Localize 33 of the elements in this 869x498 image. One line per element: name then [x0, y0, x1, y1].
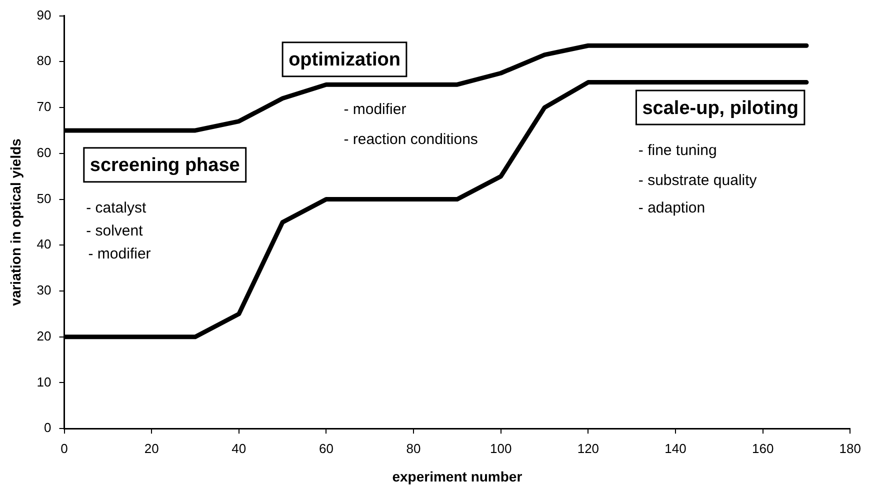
y-tick-label: 90 — [36, 7, 52, 22]
x-tick-label: 100 — [490, 440, 512, 456]
y-tick-label: 80 — [36, 53, 52, 68]
y-tick-label: 10 — [36, 374, 52, 390]
annotation: - solvent — [86, 222, 144, 240]
annotation: - catalyst — [86, 200, 147, 217]
annotation: optimization — [288, 50, 400, 71]
y-tick-label: 30 — [36, 282, 52, 298]
annotation: scale-up, piloting — [642, 98, 798, 119]
x-tick-label: 20 — [144, 440, 159, 456]
annotation: - reaction conditions — [344, 130, 478, 148]
x-tick-label: 0 — [60, 440, 68, 456]
annotation: - substrate quality — [638, 172, 758, 190]
y-axis-title: variation in optical yields — [7, 138, 24, 306]
y-tick-label: 50 — [36, 190, 52, 206]
y-tick-label: 40 — [36, 236, 52, 252]
annotation: screening phase — [90, 155, 240, 176]
annotation: - adaption — [638, 200, 706, 217]
y-tick-label: 70 — [36, 99, 52, 114]
x-axis-title: experiment number — [392, 468, 523, 484]
x-tick-label: 40 — [232, 440, 246, 456]
x-tick-label: 180 — [839, 440, 862, 456]
annotation: - fine tuning — [638, 142, 717, 160]
x-tick-label: 140 — [664, 440, 686, 456]
y-tick-label: 20 — [36, 328, 52, 344]
x-tick-label: 160 — [752, 440, 774, 456]
x-tick-label: 80 — [406, 440, 421, 456]
annotation: - modifier — [88, 245, 151, 262]
annotation: - modifier — [344, 100, 406, 118]
y-tick-label: 60 — [36, 144, 52, 160]
x-tick-label: 60 — [318, 440, 334, 456]
x-tick-label: 120 — [577, 440, 600, 456]
y-tick-label: 0 — [44, 420, 52, 436]
